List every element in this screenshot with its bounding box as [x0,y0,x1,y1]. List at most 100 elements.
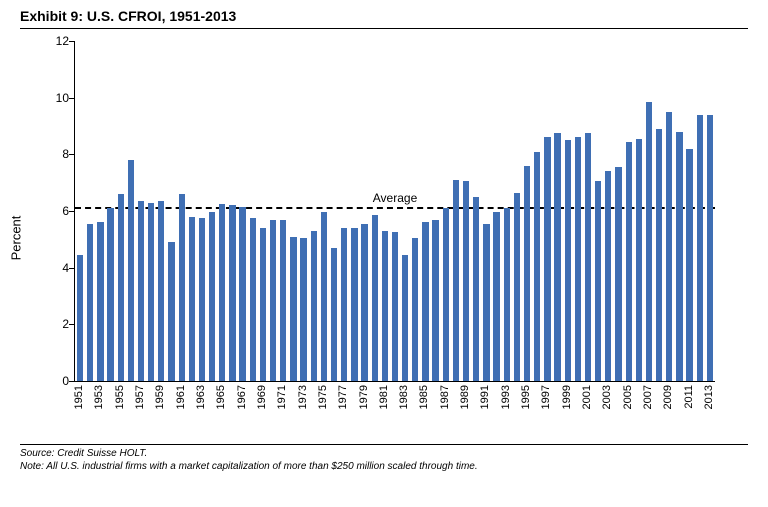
x-tick-label: 1999 [561,385,573,409]
x-tick-label: 1953 [93,385,105,409]
bar [473,197,479,381]
x-tick-label: 1987 [439,385,451,409]
bar [270,220,276,382]
bar [392,232,398,381]
bar [199,218,205,381]
x-tick-label: 1975 [317,385,329,409]
y-tick-label: 4 [47,261,69,275]
bar [676,132,682,381]
x-tick-label: 2001 [581,385,593,409]
bar [626,142,632,381]
bar [615,167,621,381]
bar [107,208,113,381]
bar [158,201,164,381]
exhibit-title: Exhibit 9: U.S. CFROI, 1951-2013 [20,8,236,24]
y-tick-label: 8 [47,147,69,161]
bar [341,228,347,381]
x-tick-label: 2003 [601,385,613,409]
y-tick [69,211,75,212]
x-tick-label: 1951 [73,385,85,409]
bar [544,137,550,381]
bar [534,152,540,382]
bar [321,212,327,381]
bar [605,171,611,381]
bar [280,220,286,382]
x-tick-label: 1995 [520,385,532,409]
note-text: Note: All U.S. industrial firms with a m… [20,460,748,473]
bar [524,166,530,381]
x-tick-label: 1991 [479,385,491,409]
bar [382,231,388,381]
x-tick-label: 1973 [297,385,309,409]
bar [432,220,438,382]
bar [148,203,154,382]
bar [128,160,134,381]
x-tick-label: 1967 [236,385,248,409]
bar [331,248,337,381]
bar [229,205,235,381]
source-text: Source: Credit Suisse HOLT. [20,447,748,460]
bar [463,181,469,381]
bar [707,115,713,381]
bar [422,222,428,381]
y-tick [69,98,75,99]
x-tick-label: 1989 [459,385,471,409]
bar [189,217,195,381]
bar [402,255,408,381]
exhibit-container: Exhibit 9: U.S. CFROI, 1951-2013 Percent… [0,0,768,507]
bar [138,201,144,381]
x-tick-label: 2011 [683,385,695,409]
x-tick-label: 1955 [114,385,126,409]
x-tick-label: 1993 [500,385,512,409]
y-tick [69,41,75,42]
bar [260,228,266,381]
x-tick-label: 2005 [622,385,634,409]
x-tick-label: 1983 [398,385,410,409]
bar [97,222,103,381]
x-tick-label: 2013 [703,385,715,409]
y-tick-label: 2 [47,317,69,331]
bar [168,242,174,381]
x-tick-label: 2007 [642,385,654,409]
y-tick-label: 12 [47,34,69,48]
bar [372,215,378,381]
bar [300,238,306,381]
bar [219,204,225,381]
bar [585,133,591,381]
x-tick-label: 1997 [540,385,552,409]
y-tick [69,324,75,325]
bar [179,194,185,381]
y-tick [69,381,75,382]
x-tick-label: 2009 [662,385,674,409]
bar [686,149,692,381]
bar [239,207,245,381]
x-tick-label: 1979 [358,385,370,409]
bar [87,224,93,381]
x-tick-label: 1963 [195,385,207,409]
x-tick-label: 1977 [337,385,349,409]
bar [311,231,317,381]
bar [209,212,215,381]
x-tick-label: 1985 [418,385,430,409]
bar [483,224,489,381]
bar [666,112,672,381]
bar [118,194,124,381]
bar [656,129,662,381]
bar [575,137,581,381]
y-axis-label: Percent [9,215,24,260]
y-tick-label: 6 [47,204,69,218]
y-tick-label: 0 [47,374,69,388]
bar [565,140,571,381]
chart-area: Percent Average 024681012 19511953195519… [30,35,730,440]
bar [453,180,459,381]
x-tick-label: 1981 [378,385,390,409]
bar [504,208,510,381]
bar [595,181,601,381]
bar [646,102,652,381]
bar [493,212,499,381]
bar [636,139,642,381]
x-tick-label: 1959 [154,385,166,409]
bar [290,237,296,382]
y-tick-label: 10 [47,91,69,105]
bar [554,133,560,381]
